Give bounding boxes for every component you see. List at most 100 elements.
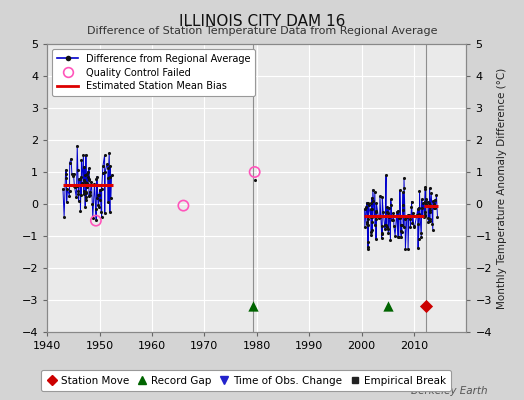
Point <box>367 232 376 239</box>
Point <box>369 186 377 193</box>
Point <box>104 198 112 205</box>
Point <box>97 209 105 216</box>
Point <box>389 210 398 216</box>
Point <box>379 208 387 215</box>
Point <box>364 200 372 206</box>
Point <box>82 190 90 196</box>
Point <box>413 206 422 212</box>
Point <box>425 185 434 191</box>
Point <box>421 209 430 215</box>
Point <box>83 180 91 186</box>
Text: ILLINOIS CITY DAM 16: ILLINOIS CITY DAM 16 <box>179 14 345 29</box>
Point <box>367 200 376 207</box>
Point <box>424 214 432 221</box>
Point <box>399 189 407 196</box>
Point <box>361 223 369 230</box>
Point <box>82 152 90 158</box>
Point <box>422 196 431 202</box>
Point <box>395 214 403 221</box>
Point <box>97 214 106 220</box>
Point <box>250 169 259 175</box>
Point <box>99 170 107 176</box>
Point <box>106 174 114 180</box>
Point <box>88 201 96 208</box>
Point <box>421 184 430 190</box>
Point <box>402 214 411 220</box>
Point <box>381 222 390 228</box>
Point <box>179 202 188 209</box>
Point <box>60 214 68 220</box>
Point <box>396 215 404 221</box>
Point <box>69 172 77 179</box>
Point <box>70 182 79 189</box>
Point <box>83 168 92 175</box>
Point <box>397 222 406 229</box>
Point <box>62 198 71 205</box>
Point <box>77 208 85 214</box>
Point <box>364 222 372 228</box>
Point <box>377 234 386 241</box>
Point <box>427 190 435 197</box>
Point <box>384 210 392 216</box>
Point <box>82 171 91 178</box>
Point <box>378 222 386 229</box>
Point <box>74 198 83 204</box>
Point <box>86 192 94 198</box>
Point <box>420 212 429 218</box>
Point <box>378 194 386 200</box>
Point <box>367 206 375 212</box>
Point <box>69 170 78 177</box>
Point <box>367 214 375 221</box>
Point <box>66 188 74 194</box>
Point <box>94 202 102 208</box>
Point <box>414 204 423 211</box>
Point <box>106 163 115 169</box>
Point <box>410 224 419 231</box>
Point <box>417 230 425 236</box>
Point <box>424 218 433 225</box>
Point <box>409 210 417 216</box>
Point <box>430 200 438 207</box>
Point <box>104 175 112 181</box>
Point <box>425 200 433 206</box>
Point <box>424 199 432 206</box>
Y-axis label: Monthly Temperature Anomaly Difference (°C): Monthly Temperature Anomaly Difference (… <box>497 67 507 309</box>
Point <box>364 202 373 208</box>
Point <box>421 200 430 207</box>
Point <box>370 189 379 195</box>
Point <box>92 216 101 223</box>
Point <box>383 224 391 230</box>
Legend: Station Move, Record Gap, Time of Obs. Change, Empirical Break: Station Move, Record Gap, Time of Obs. C… <box>41 370 452 391</box>
Point <box>84 174 92 180</box>
Point <box>62 166 70 173</box>
Point <box>63 186 72 192</box>
Point <box>397 233 406 240</box>
Point <box>384 226 392 232</box>
Point <box>81 172 89 179</box>
Point <box>85 176 93 182</box>
Point <box>364 216 373 222</box>
Point <box>398 222 406 228</box>
Point <box>95 187 104 194</box>
Legend: Difference from Regional Average, Quality Control Failed, Estimated Station Mean: Difference from Regional Average, Qualit… <box>52 49 255 96</box>
Point <box>398 229 406 236</box>
Point <box>249 303 257 310</box>
Point <box>430 205 438 211</box>
Point <box>70 184 79 190</box>
Point <box>364 238 372 245</box>
Point <box>68 170 76 177</box>
Point <box>374 215 383 222</box>
Point <box>417 234 425 240</box>
Point <box>414 221 422 228</box>
Point <box>103 161 111 168</box>
Point <box>101 169 110 175</box>
Point <box>94 204 103 210</box>
Point <box>89 214 97 221</box>
Point <box>93 192 102 198</box>
Point <box>368 198 377 204</box>
Point <box>92 218 100 224</box>
Point <box>368 219 376 226</box>
Point <box>400 175 408 181</box>
Point <box>93 174 101 180</box>
Point <box>99 163 107 170</box>
